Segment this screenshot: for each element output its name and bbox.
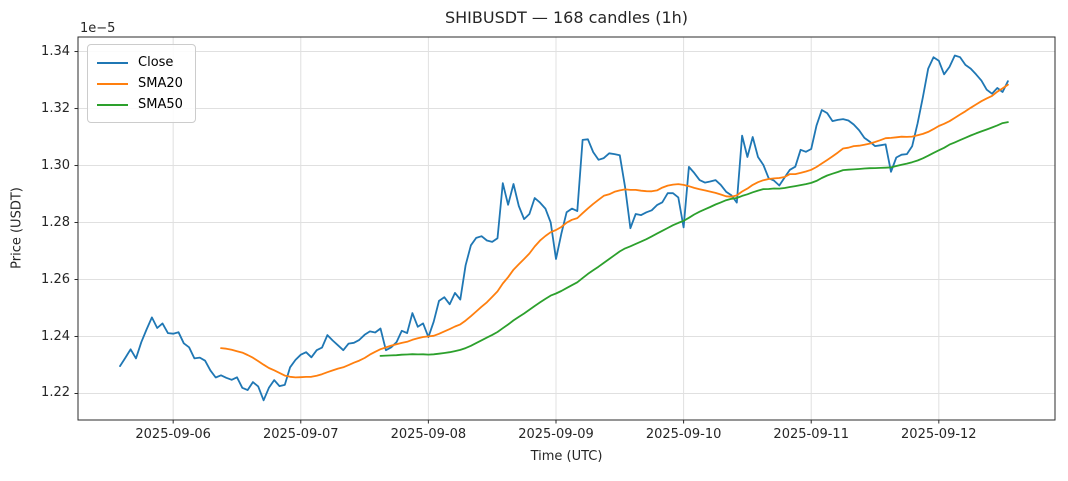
y-tick-label: 1.28 [41, 214, 70, 230]
y-axis-label: Price (USDT) [9, 187, 25, 269]
legend: Close SMA20 SMA50 [87, 44, 196, 123]
x-tick-label: 2025-09-07 [262, 427, 339, 442]
y-axis-offset-label: 1e−5 [80, 21, 116, 36]
x-tick-label: 2025-09-12 [901, 427, 977, 442]
x-tick-label: 2025-09-09 [518, 427, 594, 442]
y-tick-label: 1.32 [41, 100, 70, 116]
legend-line-swatch [97, 61, 128, 64]
sma20-line [220, 83, 1009, 379]
x-tick-label: 2025-09-11 [773, 427, 849, 442]
y-tick-label: 1.24 [41, 328, 70, 344]
chart-title: SHIBUSDT — 168 candles (1h) [444, 8, 689, 27]
x-tick-label: 2025-09-06 [135, 427, 211, 442]
x-tick-label: 2025-09-08 [390, 427, 467, 442]
legend-item-close: Close [97, 52, 183, 73]
legend-label: SMA50 [138, 97, 183, 112]
legend-label: Close [138, 55, 174, 70]
legend-line-swatch [97, 82, 128, 85]
legend-label: SMA20 [138, 76, 183, 91]
legend-item-sma20: SMA20 [97, 73, 183, 94]
sma50-line [379, 121, 1009, 357]
x-axis-label: Time (UTC) [530, 449, 603, 464]
x-tick-label: 2025-09-10 [645, 427, 722, 442]
plot-border [77, 36, 1056, 421]
legend-item-sma50: SMA50 [97, 94, 183, 115]
legend-line-swatch [97, 103, 128, 106]
y-tick-label: 1.26 [41, 271, 70, 287]
y-tick-label: 1.22 [41, 385, 70, 401]
close-line [119, 54, 1009, 402]
y-tick-label: 1.34 [41, 43, 70, 59]
y-tick-label: 1.30 [41, 157, 70, 173]
